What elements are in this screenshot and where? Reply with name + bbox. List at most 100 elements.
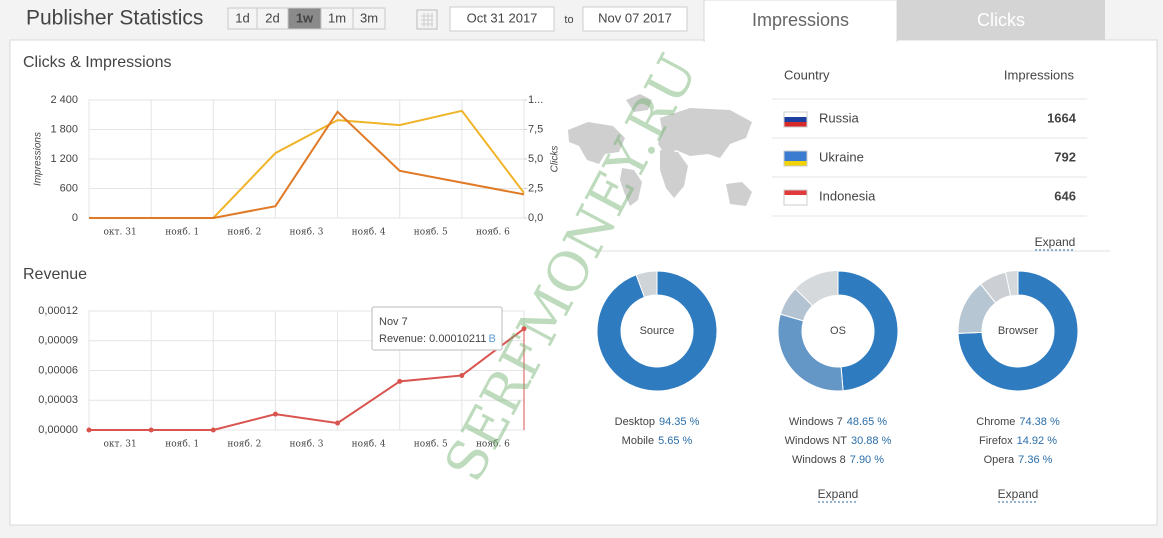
x-tick-label: нояб. 6	[476, 227, 510, 238]
point	[210, 427, 216, 433]
x-tick-label: нояб. 1	[165, 439, 199, 450]
y-tick-label: 1 200	[50, 153, 78, 165]
y-tick-label: 0,00003	[38, 394, 78, 406]
range-label: 1w	[296, 10, 314, 25]
y-tick-label: 0,00006	[38, 364, 78, 376]
range-label: 2d	[265, 10, 279, 25]
x-tick-label: нояб. 6	[476, 439, 510, 450]
tab-cover	[705, 39, 896, 42]
country-name: Indonesia	[819, 188, 876, 203]
point	[459, 372, 465, 378]
tab-label: Clicks	[977, 10, 1025, 30]
tooltip	[371, 306, 503, 351]
map-greenland	[626, 94, 652, 112]
column-header: Country	[784, 67, 830, 82]
pie-slice	[957, 270, 1079, 392]
calendar-grid	[421, 13, 433, 27]
pie-title: Browser	[998, 325, 1039, 337]
legend-name: Mobile	[622, 435, 654, 447]
flag-stripe	[784, 122, 807, 127]
legend-entry: Opera 7.36 %	[984, 454, 1053, 466]
y2-tick-label: 5,0	[528, 153, 543, 165]
map-americas-south	[620, 168, 642, 206]
tooltip-text: Revenue: 0.00010211 B	[379, 333, 496, 345]
pie-slice	[635, 270, 658, 298]
range-label: 3m	[360, 10, 378, 25]
tooltip-value: Revenue: 0.00010211	[379, 333, 486, 345]
map-americas-north	[568, 122, 625, 164]
legend-name: Opera	[984, 454, 1015, 466]
legend-name: Chrome	[976, 416, 1015, 428]
point	[397, 378, 403, 384]
expand-link[interactable]: Expand	[1035, 235, 1076, 249]
map-africa	[660, 150, 688, 198]
country-value: 792	[1054, 149, 1076, 164]
tab[interactable]	[897, 0, 1105, 40]
y2-tick-label: 1...	[528, 94, 543, 106]
country-value: 1664	[1047, 110, 1077, 125]
tooltip-title: Nov 7	[379, 316, 408, 328]
flag-stripe	[784, 190, 807, 195]
x-tick-label: окт. 31	[103, 440, 136, 450]
y-tick-label: 0	[72, 212, 78, 224]
legend-value: 48.65 %	[847, 416, 888, 428]
date-to: Nov 07 2017	[598, 10, 672, 25]
legend-value: 5.65 %	[658, 435, 692, 447]
legend-value: 7.90 %	[850, 454, 884, 466]
legend-entry: Windows NT 30.88 %	[785, 435, 892, 447]
flag-stripe	[784, 112, 807, 117]
x-tick-label: нояб. 5	[414, 227, 448, 238]
flag-stripe	[784, 156, 807, 161]
y-axis-label: Impressions	[33, 132, 44, 186]
y-tick-label: 0,00009	[38, 335, 78, 347]
pie-slice	[596, 270, 718, 392]
flag-stripe	[784, 200, 807, 205]
x-tick-label: нояб. 2	[227, 439, 261, 450]
pie-slice	[979, 271, 1012, 304]
point	[148, 427, 154, 433]
point	[335, 420, 341, 426]
legend-entry: Desktop 94.35 %	[615, 416, 700, 428]
flag-border	[783, 189, 808, 206]
main-panel	[9, 39, 1158, 526]
legend-name: Windows 8	[792, 454, 846, 466]
y2-tick-label: 0,0	[528, 212, 543, 224]
date-to-box[interactable]	[582, 6, 688, 32]
country-name: Russia	[819, 110, 860, 125]
pie-title: OS	[830, 325, 846, 337]
flag-stripe	[784, 161, 807, 166]
legend-value: 7.36 %	[1018, 454, 1052, 466]
legend-entry: Chrome 74.38 %	[976, 416, 1060, 428]
range-label: 1d	[235, 10, 249, 25]
y2-tick-label: 7,5	[528, 123, 543, 135]
series-line	[89, 327, 525, 431]
x-tick-label: нояб. 5	[414, 439, 448, 450]
calendar-icon[interactable]	[416, 9, 438, 30]
pie-slice	[777, 313, 844, 392]
expand-link[interactable]: Expand	[818, 487, 859, 501]
column-header: Impressions	[1004, 67, 1075, 82]
flag-border	[783, 111, 808, 128]
x-tick-label: нояб. 3	[290, 439, 324, 450]
legend-name: Firefox	[979, 435, 1013, 447]
map-australia	[726, 182, 752, 206]
legend-value: 30.88 %	[851, 435, 892, 447]
y-tick-label: 600	[60, 182, 78, 194]
legend-value: 74.38 %	[1019, 416, 1060, 428]
x-tick-label: нояб. 4	[352, 439, 386, 450]
tooltip-unit: B	[488, 333, 495, 345]
x-tick-label: окт. 31	[103, 228, 136, 238]
legend-name: Windows 7	[789, 416, 843, 428]
legend-value: 94.35 %	[659, 416, 700, 428]
y-tick-label: 0,00000	[38, 424, 78, 436]
flag-stripe	[784, 117, 807, 122]
range-label: 1m	[328, 10, 346, 25]
y2-tick-label: 2,5	[528, 182, 543, 194]
legend-entry: Windows 8 7.90 %	[792, 454, 884, 466]
flag-stripe	[784, 151, 807, 156]
expand-link[interactable]: Expand	[998, 487, 1039, 501]
chart-title: Revenue	[23, 266, 87, 283]
date-from-box[interactable]	[449, 6, 555, 32]
range-button[interactable]	[352, 7, 386, 30]
